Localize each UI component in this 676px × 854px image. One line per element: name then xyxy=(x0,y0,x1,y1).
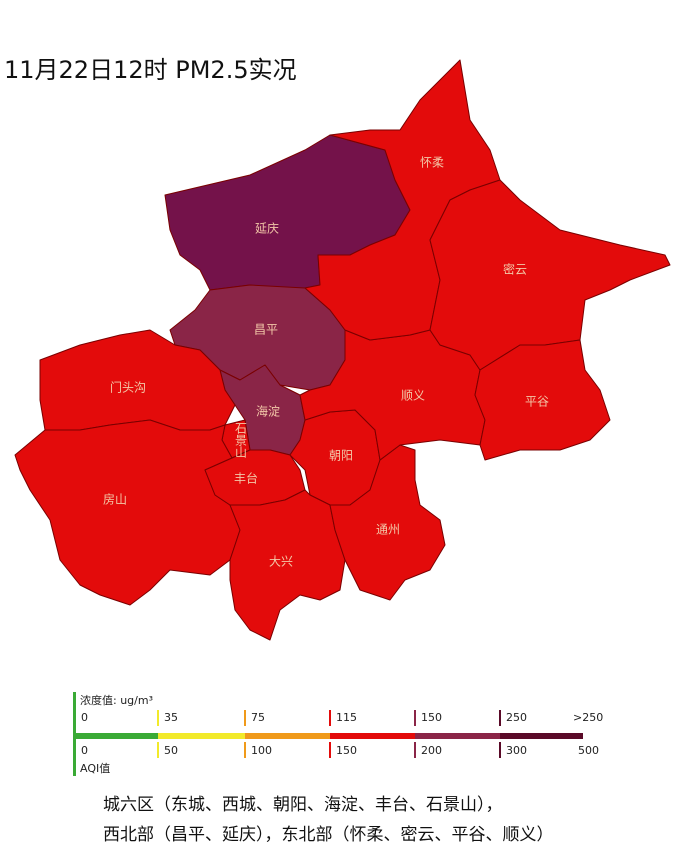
district-shape xyxy=(204,449,306,506)
legend-concentration-tick: 250 xyxy=(506,711,527,724)
district-label: 门头沟 xyxy=(110,380,146,395)
legend-color-band xyxy=(500,733,583,739)
district-shape xyxy=(474,339,611,461)
legend-color-band xyxy=(158,733,245,739)
legend-aqi-tick: 150 xyxy=(336,744,357,757)
legend-concentration-tick: 35 xyxy=(164,711,178,724)
legend-color-band xyxy=(75,733,158,739)
footer-line: 西北部（昌平、延庆），东北部（怀柔、密云、平谷、顺义） xyxy=(103,825,554,845)
legend-aqi-tick: 100 xyxy=(251,744,272,757)
district-shape xyxy=(429,179,671,371)
district-shape xyxy=(229,489,346,641)
legend-bottom-marker xyxy=(157,742,159,758)
legend-aqi-label: AQI值 xyxy=(80,762,110,775)
legend-color-band xyxy=(415,733,500,739)
district-label: 平谷 xyxy=(525,395,549,409)
legend-top-marker xyxy=(157,710,159,726)
legend-concentration-tick: 75 xyxy=(251,711,265,724)
district-label: 通州 xyxy=(376,523,400,537)
legend-top-marker xyxy=(414,710,416,726)
district-label: 顺义 xyxy=(401,389,425,403)
legend-aqi-tick: 50 xyxy=(164,744,178,757)
legend-color-band xyxy=(330,733,415,739)
district-label: 海淀 xyxy=(256,404,280,419)
legend-top-marker xyxy=(244,710,246,726)
district-shape xyxy=(304,59,501,341)
legend-top-marker xyxy=(329,710,331,726)
legend: 浓度值: ug/m³ AQI值 0 35 75 115 150 250 >250 0 50 100… xyxy=(73,692,603,776)
legend-bottom-marker xyxy=(244,742,246,758)
district-label: 延庆 xyxy=(255,222,279,236)
district-shape xyxy=(329,444,446,601)
legend-aqi-tick: 0 xyxy=(81,744,88,757)
footer-line: 城六区（东城、西城、朝阳、海淀、丰台、石景山）， xyxy=(103,795,503,815)
legend-aqi-tick: 200 xyxy=(421,744,442,757)
district-label: 房山 xyxy=(103,492,127,507)
legend-concentration-tick: 150 xyxy=(421,711,442,724)
district-label: 石景山 xyxy=(234,422,248,458)
legend-top-marker xyxy=(499,710,501,726)
legend-concentration-tick: >250 xyxy=(573,711,603,724)
legend-aqi-tick: 500 xyxy=(578,744,599,757)
district-label: 丰台 xyxy=(234,471,258,486)
legend-bottom-marker xyxy=(414,742,416,758)
title: 11月22日12时 PM2.5实况 xyxy=(4,56,297,84)
legend-bottom-marker xyxy=(499,742,501,758)
district-label: 密云 xyxy=(503,262,527,277)
district-label: 昌平 xyxy=(254,323,278,337)
legend-concentration-label: 浓度值: ug/m³ xyxy=(80,693,153,707)
legend-aqi-tick: 300 xyxy=(506,744,527,757)
district-label: 朝阳 xyxy=(329,449,353,463)
legend-bottom-marker xyxy=(329,742,331,758)
legend-concentration-tick: 115 xyxy=(336,711,357,724)
district-label: 大兴 xyxy=(269,555,293,569)
legend-color-band xyxy=(245,733,330,739)
legend-concentration-tick: 0 xyxy=(81,711,88,724)
district-label: 怀柔 xyxy=(420,156,444,170)
legend-side-bar xyxy=(73,692,76,776)
